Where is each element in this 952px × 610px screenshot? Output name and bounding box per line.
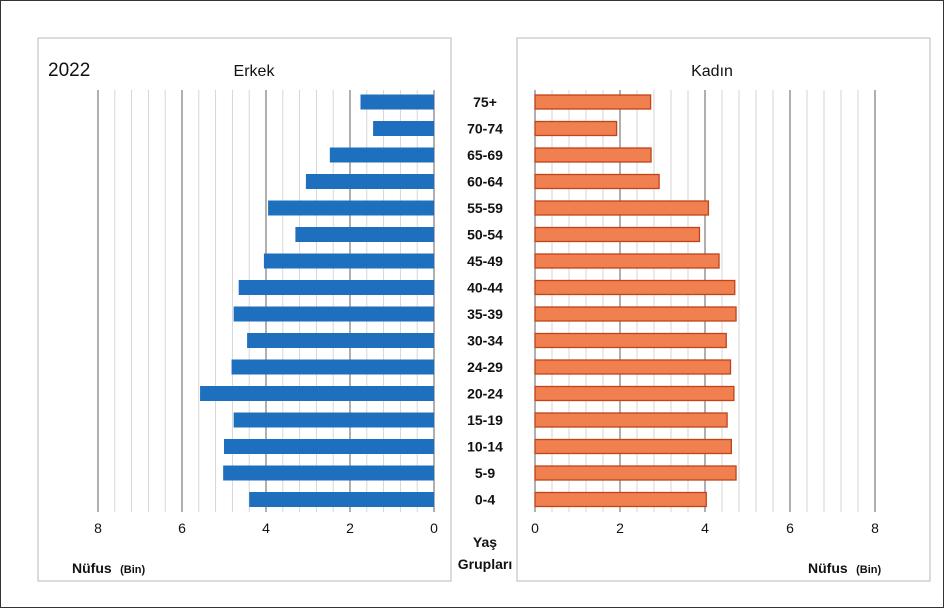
left-x-tick-label: 0 <box>430 520 438 536</box>
right-x-tick-label: 4 <box>701 520 709 536</box>
male-bar-0-4 <box>249 492 434 507</box>
male-series-title: Erkek <box>234 63 276 80</box>
female-bar-70-74 <box>534 120 618 137</box>
age-group-label: 65-69 <box>467 147 503 163</box>
male-bar-60-64 <box>305 174 434 189</box>
male-bar-20-24 <box>200 386 434 401</box>
age-group-label: 50-54 <box>467 227 503 243</box>
female-bar-50-54 <box>534 226 701 243</box>
age-group-label: 5-9 <box>475 465 495 481</box>
male-bar-24-29 <box>231 359 434 375</box>
age-group-label: 20-24 <box>467 386 503 402</box>
left-x-axis-unit: (Bin) <box>120 564 145 576</box>
male-bar-65-69 <box>329 147 434 163</box>
female-bar-60-64 <box>534 173 660 190</box>
left-x-axis-label: Nüfus (Bin) <box>72 560 146 577</box>
right-x-axis-label: Nüfus (Bin) <box>808 560 882 577</box>
female-bar-55-59 <box>534 200 710 216</box>
male-bar-45-49 <box>263 253 434 269</box>
female-bar-15-19 <box>534 412 728 428</box>
age-group-label: 70-74 <box>467 121 503 137</box>
female-bar-0-4 <box>534 491 707 508</box>
right-x-tick-label: 0 <box>531 520 539 536</box>
female-bar-30-34 <box>534 332 727 349</box>
age-group-label: 75+ <box>473 94 497 110</box>
female-bar-35-39 <box>534 306 737 322</box>
male-bar-70-74 <box>373 121 434 136</box>
left-x-tick-labels: 8 6 4 2 0 <box>94 520 438 536</box>
male-bar-10-14 <box>224 439 434 454</box>
year-label: 2022 <box>48 60 90 81</box>
age-group-label: 35-39 <box>467 306 503 322</box>
age-axis-label-line2: Grupları <box>458 556 512 572</box>
male-bar-50-54 <box>295 227 434 242</box>
right-x-tick-label: 2 <box>616 520 624 536</box>
age-group-label: 30-34 <box>467 333 503 349</box>
age-group-label: 60-64 <box>467 174 503 190</box>
left-x-tick-label: 8 <box>94 520 102 536</box>
female-bar-40-44 <box>534 279 736 296</box>
female-bar-65-69 <box>534 147 652 163</box>
right-x-axis-unit: (Bin) <box>856 564 881 576</box>
male-bar-40-44 <box>238 280 434 295</box>
right-x-tick-label: 8 <box>871 520 879 536</box>
age-group-label: 24-29 <box>467 359 503 375</box>
male-bar-30-34 <box>247 333 434 348</box>
male-bar-75+ <box>360 94 434 110</box>
age-group-label: 10-14 <box>467 439 503 455</box>
left-x-tick-label: 6 <box>178 520 186 536</box>
female-bar-5-9 <box>534 465 737 481</box>
female-bar-75+ <box>534 94 652 110</box>
right-x-tick-label: 6 <box>786 520 794 536</box>
female-bar-10-14 <box>534 438 733 455</box>
age-group-labels: 75+ 70-74 65-69 60-64 55-59 50-54 45-49 40-44 35… <box>467 94 503 508</box>
age-group-label: 0-4 <box>475 492 495 508</box>
female-bars <box>534 94 737 508</box>
age-group-label: 45-49 <box>467 253 503 269</box>
male-bar-15-19 <box>233 412 434 428</box>
age-group-label: 15-19 <box>467 412 503 428</box>
male-bar-5-9 <box>223 465 434 481</box>
left-x-tick-label: 4 <box>262 520 270 536</box>
female-bar-20-24 <box>534 385 735 402</box>
female-bar-24-29 <box>534 359 732 375</box>
age-axis-label-line1: Yaş <box>473 534 497 550</box>
male-bars <box>200 94 434 507</box>
male-bar-35-39 <box>233 306 434 322</box>
left-x-axis-label-text: Nüfus <box>72 560 112 576</box>
age-group-label: 55-59 <box>467 200 503 216</box>
right-x-tick-labels: 0 2 4 6 8 <box>531 520 879 536</box>
male-bar-55-59 <box>268 200 434 216</box>
left-x-tick-label: 2 <box>346 520 354 536</box>
age-group-label: 40-44 <box>467 280 503 296</box>
female-bar-45-49 <box>534 253 720 269</box>
right-x-axis-label-text: Nüfus <box>808 560 848 576</box>
female-series-title: Kadın <box>691 63 733 80</box>
